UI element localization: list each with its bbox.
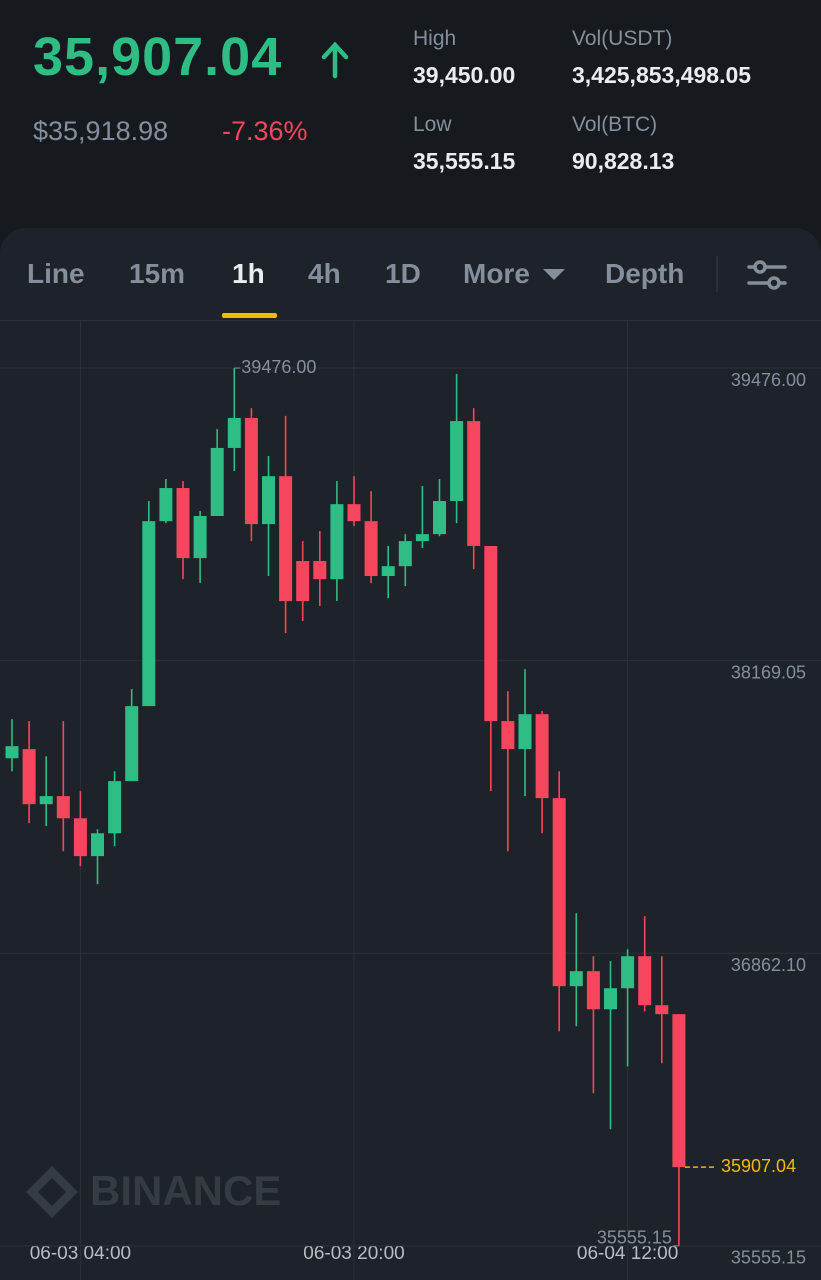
tab[interactable]: 15m <box>129 258 186 289</box>
x-tick-label: 06-03 20:00 <box>303 1243 404 1264</box>
stat-label: Vol(USDT) <box>572 27 673 50</box>
candle-body <box>56 796 70 819</box>
candle-body <box>22 749 36 805</box>
y-tick-label: 38169.05 <box>731 662 806 682</box>
candle-body <box>415 534 429 542</box>
watermark-logo <box>26 1166 78 1218</box>
candle-body <box>210 447 224 517</box>
stat-label: High <box>413 27 457 50</box>
candlestick-chart: BINANCE 06-03 04:00 06-03 20:00 06-04 12:0… <box>0 321 821 1280</box>
divider <box>0 320 821 321</box>
candle-body <box>398 541 412 567</box>
candle-body <box>569 971 583 987</box>
tab[interactable]: 1h <box>232 258 265 289</box>
candle-body <box>193 516 207 559</box>
stat-label: Low <box>413 113 452 136</box>
candle-body <box>535 714 549 799</box>
last-price: 35,907.04 <box>33 27 283 87</box>
x-tick-label: 06-03 04:00 <box>30 1243 131 1264</box>
candle-body <box>279 476 293 602</box>
tab-separator <box>716 256 718 292</box>
candle-body <box>176 488 190 559</box>
active-tab-underline <box>222 313 277 318</box>
stat-value: 3,425,853,498.05 <box>572 62 752 88</box>
price-change: -7.36% <box>222 116 308 146</box>
candle-body <box>5 746 19 759</box>
tab[interactable]: More <box>463 258 530 289</box>
watermark: BINANCE <box>90 1167 281 1214</box>
settings-icon[interactable] <box>746 258 788 292</box>
candle-body <box>621 956 635 989</box>
candle-body <box>91 833 104 857</box>
candle-body <box>364 521 378 577</box>
candle-body <box>313 561 327 580</box>
candle-body <box>262 476 275 525</box>
candle-body <box>672 1014 686 1168</box>
stat-label: Vol(BTC) <box>572 113 658 136</box>
tab[interactable]: Line <box>27 258 85 289</box>
stat-value: 90,828.13 <box>572 148 675 174</box>
candle-body <box>159 488 173 522</box>
candle-body <box>433 501 446 535</box>
candle-body <box>227 417 241 448</box>
dropdown-icon <box>543 269 565 280</box>
up-arrow-icon <box>321 41 349 79</box>
candle-body <box>125 706 139 782</box>
candle-body <box>655 1005 669 1015</box>
candle-body <box>347 504 361 522</box>
candle-body <box>296 561 310 602</box>
candle-body <box>244 417 258 525</box>
candle-body <box>518 714 532 750</box>
stat-value: 35,555.15 <box>413 148 516 174</box>
candle-body <box>450 421 464 502</box>
candle-body <box>73 818 87 857</box>
candle-body <box>552 798 566 987</box>
annotation-label: 39476.00 <box>241 357 316 377</box>
fiat-price: $35,918.98 <box>33 116 169 146</box>
candle-body <box>638 956 652 1006</box>
tab[interactable]: 4h <box>308 258 341 289</box>
candle-body <box>586 971 600 1010</box>
annotation-label: 35555.15 <box>597 1228 672 1248</box>
candle-body <box>604 988 617 1010</box>
tab[interactable]: 1D <box>385 258 421 289</box>
x-tick-label: 06-04 12:00 <box>577 1243 678 1264</box>
candle-body <box>108 781 122 834</box>
candle-body <box>381 566 395 577</box>
stat-value: 39,450.00 <box>413 62 516 88</box>
candle-body <box>467 421 481 547</box>
y-tick-label: 36862.10 <box>731 955 806 975</box>
candle-body <box>501 721 515 750</box>
candle-body <box>142 521 156 707</box>
last-price-label: 35907.04 <box>721 1156 796 1176</box>
y-tick-label: 35555.15 <box>731 1248 806 1268</box>
y-tick-label: 39476.00 <box>731 370 806 390</box>
candle-body <box>330 504 344 580</box>
candle-body <box>484 546 498 722</box>
tab[interactable]: Depth <box>605 258 685 289</box>
candle-body <box>39 796 53 805</box>
